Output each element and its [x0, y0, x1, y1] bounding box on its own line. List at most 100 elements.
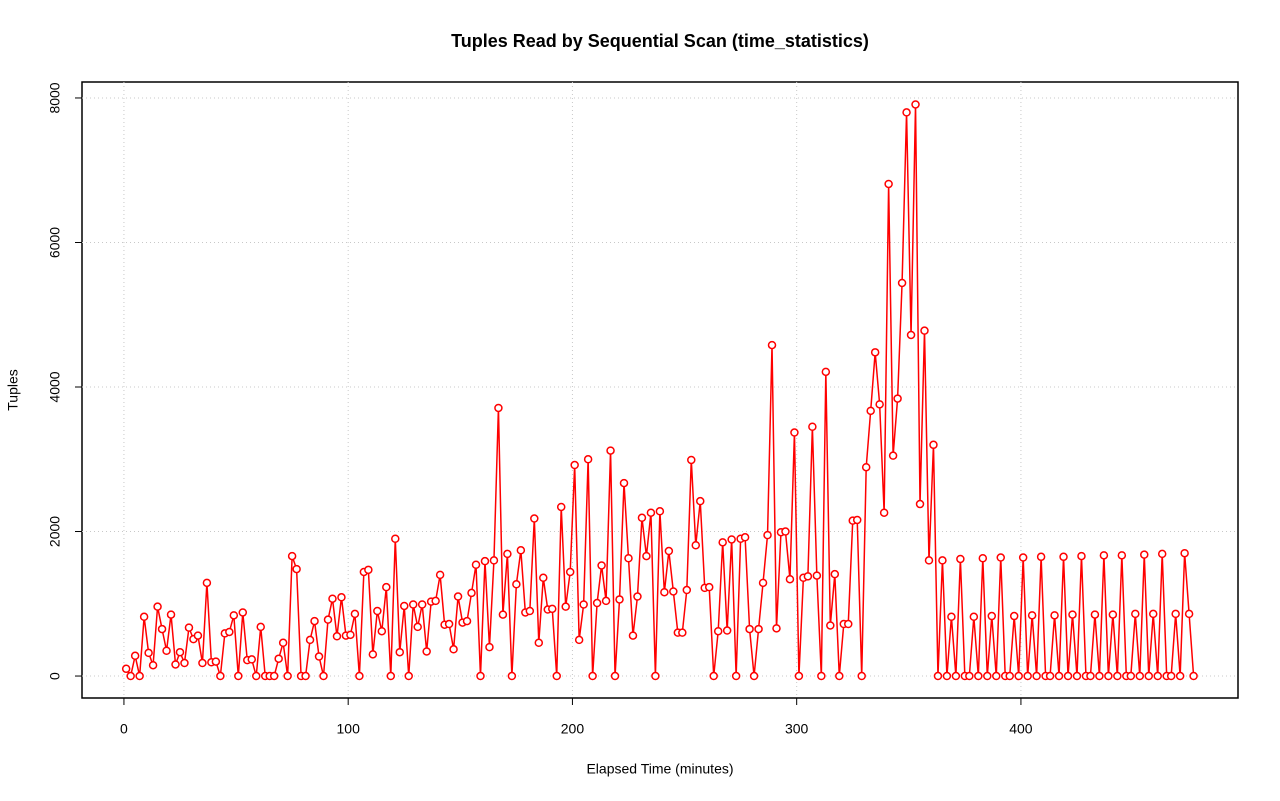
- data-point: [942, 671, 952, 681]
- data-point: [588, 671, 597, 681]
- data-point: [619, 478, 629, 488]
- data-point: [530, 514, 539, 523]
- data-point: [884, 179, 893, 189]
- data-point: [965, 671, 974, 681]
- data-point: [920, 326, 929, 335]
- data-point: [897, 278, 907, 288]
- data-point: [444, 619, 454, 629]
- data-point: [202, 578, 212, 588]
- data-point: [565, 567, 575, 577]
- data-point: [485, 642, 494, 652]
- data-point: [413, 622, 422, 632]
- data-point: [794, 671, 804, 681]
- data-point: [906, 330, 916, 340]
- data-point: [803, 572, 813, 581]
- data-point: [772, 624, 781, 633]
- data-point: [234, 671, 243, 681]
- chart-title: Tuples Read by Sequential Scan (time_sta…: [451, 31, 869, 51]
- data-point: [184, 623, 194, 632]
- data-point: [525, 606, 535, 616]
- data-point: [646, 508, 656, 517]
- data-point: [651, 671, 660, 681]
- data-point: [893, 394, 902, 403]
- data-point: [983, 671, 992, 681]
- data-point: [1099, 551, 1109, 560]
- data-point: [1090, 610, 1100, 619]
- data-point: [660, 587, 669, 597]
- data-point: [301, 671, 310, 681]
- data-point: [610, 671, 620, 681]
- data-point: [1027, 611, 1037, 620]
- data-point: [1023, 671, 1032, 681]
- data-point: [539, 573, 548, 583]
- data-point: [1180, 548, 1189, 558]
- data-point: [642, 551, 651, 561]
- data-point: [547, 604, 557, 614]
- data-point: [404, 671, 413, 681]
- data-point: [606, 446, 615, 455]
- data-point: [449, 645, 458, 654]
- data-point: [1131, 609, 1140, 619]
- data-point: [915, 499, 925, 509]
- data-point: [745, 624, 754, 634]
- data-point: [866, 406, 875, 416]
- data-point: [1014, 671, 1023, 681]
- data-point: [247, 655, 257, 664]
- data-point: [924, 556, 934, 565]
- data-point: [1113, 671, 1122, 681]
- data-point: [1171, 609, 1180, 619]
- data-point: [1045, 671, 1055, 681]
- data-point: [489, 556, 499, 565]
- data-point: [121, 664, 131, 674]
- data-point: [216, 671, 225, 681]
- data-point: [844, 619, 853, 629]
- data-point: [323, 615, 333, 624]
- data-point: [310, 616, 319, 626]
- data-point: [157, 624, 167, 634]
- data-point: [1063, 671, 1073, 681]
- data-point: [417, 600, 427, 609]
- plot-frame: [81, 81, 1239, 699]
- y-tick-label: 0: [47, 672, 63, 680]
- data-point: [377, 626, 387, 636]
- data-point: [1108, 610, 1118, 619]
- data-point: [166, 610, 176, 619]
- data-point: [579, 600, 588, 609]
- data-point: [391, 534, 400, 543]
- data-point: [480, 556, 490, 566]
- data-point: [364, 565, 373, 575]
- data-point: [637, 513, 647, 523]
- y-tick-label: 8000: [47, 82, 63, 113]
- data-point: [709, 671, 718, 681]
- data-point: [1148, 609, 1158, 619]
- data-point: [395, 647, 405, 657]
- data-point: [1005, 671, 1014, 681]
- data-point: [870, 348, 880, 357]
- data-point: [938, 556, 947, 565]
- data-point: [534, 638, 544, 648]
- data-point: [431, 596, 440, 606]
- data-point: [355, 671, 364, 681]
- data-point: [857, 671, 866, 681]
- data-point: [251, 671, 261, 681]
- data-point: [373, 606, 382, 616]
- data-point: [933, 671, 943, 681]
- data-point: [1140, 550, 1149, 559]
- data-point: [350, 609, 360, 619]
- data-point: [148, 660, 158, 670]
- data-point: [713, 626, 723, 636]
- data-point: [929, 440, 938, 450]
- data-point: [722, 626, 732, 635]
- data-point: [175, 647, 185, 657]
- data-point: [435, 570, 445, 580]
- data-point: [399, 601, 409, 611]
- data-point: [1189, 671, 1198, 681]
- data-point: [583, 455, 593, 464]
- data-point: [512, 580, 521, 589]
- data-point: [368, 650, 378, 659]
- data-point: [1126, 671, 1136, 681]
- x-tick-label: 200: [561, 721, 585, 737]
- data-point: [453, 592, 463, 601]
- data-point: [556, 502, 566, 512]
